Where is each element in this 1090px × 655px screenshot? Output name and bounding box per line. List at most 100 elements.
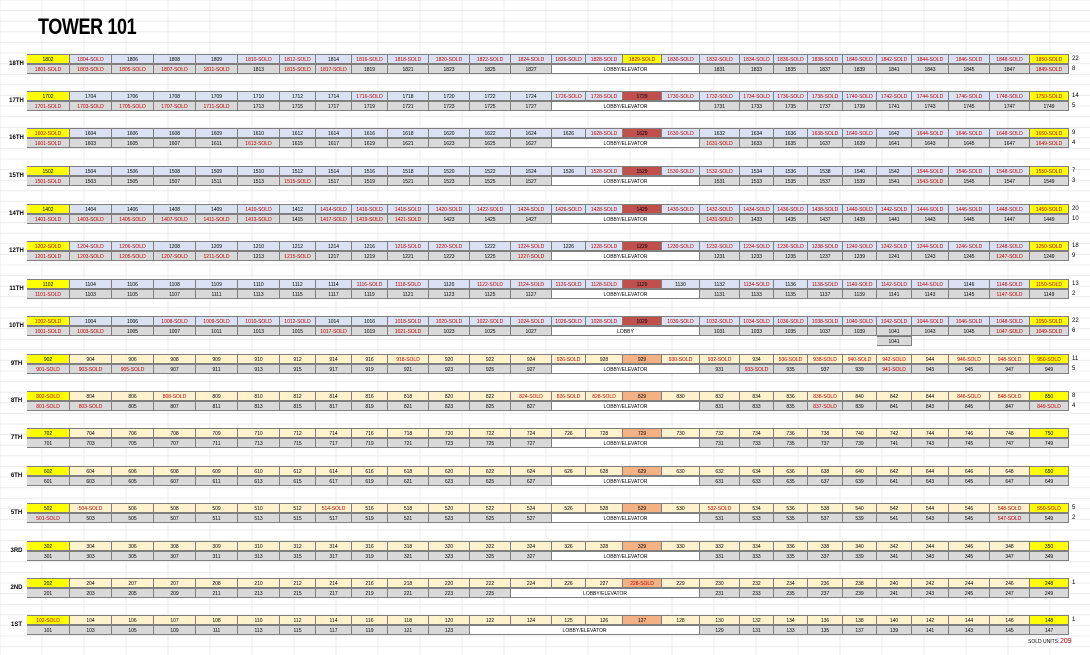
unit-cell: 1220-SOLD — [429, 241, 470, 251]
unit-cell: 622 — [470, 466, 511, 476]
unit-cell: 1103 — [70, 289, 112, 299]
unit-cell: 717 — [316, 438, 352, 448]
unit-cell: 1846-SOLD — [949, 54, 990, 64]
unit-cell: 1421-SOLD — [388, 214, 429, 224]
unit-cell: 1012-SOLD — [280, 316, 316, 326]
unit-cell: 1850-SOLD — [1030, 54, 1069, 64]
unit-cell: 607 — [154, 476, 196, 486]
unit-cell: 1110 — [238, 279, 280, 289]
unit-cell: 1849-SOLD — [1030, 64, 1069, 74]
unit-cell: 548-SOLD — [990, 503, 1030, 513]
unit-cell: 125 — [552, 615, 586, 625]
unit-cell: 838-SOLD — [808, 391, 843, 401]
unit-cell: 1508 — [154, 166, 196, 176]
unit-cell: 941-SOLD — [877, 364, 912, 374]
unit-cell: 226 — [552, 578, 586, 588]
unit-cell: 626 — [552, 466, 586, 476]
unit-cell: 650 — [1030, 466, 1069, 476]
unit-cell: 1119 — [352, 289, 388, 299]
unit-cell: 1436-SOLD — [774, 204, 808, 214]
unit-cell: 1245 — [949, 251, 990, 261]
unit-cell: 1124-SOLD — [511, 279, 552, 289]
unit-cell: 750 — [1030, 428, 1069, 438]
unit-cell: 238 — [843, 578, 877, 588]
unit-cell: 1406 — [112, 204, 154, 214]
unit-cell: 505 — [112, 513, 154, 523]
floor-top-count: 14 — [1072, 93, 1079, 99]
unit-cell: 837-SOLD — [808, 401, 843, 411]
unit-cell: 123 — [429, 625, 470, 635]
unit-cell: 213 — [238, 588, 280, 598]
unit-cell: 1833 — [740, 64, 774, 74]
unit-cell: 1047-SOLD — [990, 326, 1030, 336]
unit-cell: 134 — [774, 615, 808, 625]
unit-cell: 503 — [70, 513, 112, 523]
unit-cell: 940-SOLD — [843, 354, 877, 364]
unit-cell: 1105 — [112, 289, 154, 299]
lobby-cell: LOBBY/ELEVATOR — [552, 513, 700, 523]
unit-cell: 830 — [662, 391, 700, 401]
lobby-cell: LOBBY/ELEVATOR — [552, 401, 700, 411]
unit-cell: 1427 — [511, 214, 552, 224]
unit-cell: 522 — [470, 503, 511, 513]
unit-cell: 120 — [429, 615, 470, 625]
unit-cell: 235 — [774, 588, 808, 598]
unit-cell: 801-SOLD — [27, 401, 70, 411]
unit-cell: 1530-SOLD — [662, 166, 700, 176]
unit-cell: 1550-SOLD — [1030, 166, 1069, 176]
unit-cell: 731 — [700, 438, 740, 448]
unit-cell: 913 — [238, 364, 280, 374]
unit-cell: 1016 — [352, 316, 388, 326]
unit-cell: 928 — [586, 354, 623, 364]
unit-cell: 111 — [196, 625, 238, 635]
unit-cell: 1147-SOLD — [990, 289, 1030, 299]
unit-cell: 306 — [112, 541, 154, 551]
unit-cell: 126 — [586, 615, 623, 625]
unit-cell: 1435 — [774, 214, 808, 224]
unit-cell: 1747 — [990, 101, 1030, 111]
unit-cell: 948-SOLD — [990, 354, 1030, 364]
unit-cell: 1101-SOLD — [27, 289, 70, 299]
unit-cell: 1645 — [949, 138, 990, 148]
unit-cell: 705 — [112, 438, 154, 448]
unit-cell: 214 — [316, 578, 352, 588]
unit-cell: 844 — [912, 391, 949, 401]
unit-cell: 1832-SOLD — [700, 54, 740, 64]
unit-cell: 1418-SOLD — [388, 204, 429, 214]
unit-cell: 824-SOLD — [511, 391, 552, 401]
unit-cell: 245 — [949, 588, 990, 598]
unit-cell: 521 — [388, 513, 429, 523]
unit-cell: 204 — [70, 578, 112, 588]
unit-cell: 247 — [990, 588, 1030, 598]
unit-cell: 136 — [808, 615, 843, 625]
unit-cell: 1814 — [316, 54, 352, 64]
unit-cell: 1422-SOLD — [470, 204, 511, 214]
unit-cell: 1728-SOLD — [586, 91, 623, 101]
unit-cell: 923 — [429, 364, 470, 374]
floor-label: 5TH — [10, 510, 23, 516]
floor-top-count: 7 — [1072, 168, 1076, 174]
floor-bottom-count: 3 — [1072, 178, 1076, 184]
unit-cell: 915 — [280, 364, 316, 374]
unit-cell: 631 — [700, 476, 740, 486]
unit-cell: 1419-SOLD — [352, 214, 388, 224]
unit-cell: 744 — [912, 428, 949, 438]
unit-cell: 535 — [774, 513, 808, 523]
unit-cell: 727 — [511, 438, 552, 448]
unit-cell: 1841 — [877, 64, 912, 74]
floor-label: 12TH — [9, 248, 24, 254]
unit-cell: 1111 — [196, 289, 238, 299]
unit-cell: 1520 — [429, 166, 470, 176]
unit-cell: 718 — [388, 428, 429, 438]
unit-cell: 1643 — [912, 138, 949, 148]
unit-cell: 320 — [429, 541, 470, 551]
unit-cell: 146 — [990, 615, 1030, 625]
unit-cell: 709 — [196, 428, 238, 438]
unit-cell: 1048-SOLD — [990, 316, 1030, 326]
unit-cell: 720 — [429, 428, 470, 438]
unit-cell: 1513 — [238, 176, 280, 186]
unit-cell: 303 — [70, 551, 112, 561]
unit-cell: 1417-SOLD — [316, 214, 352, 224]
unit-cell: 633 — [740, 476, 774, 486]
unit-cell: 1650-SOLD — [1030, 128, 1069, 138]
